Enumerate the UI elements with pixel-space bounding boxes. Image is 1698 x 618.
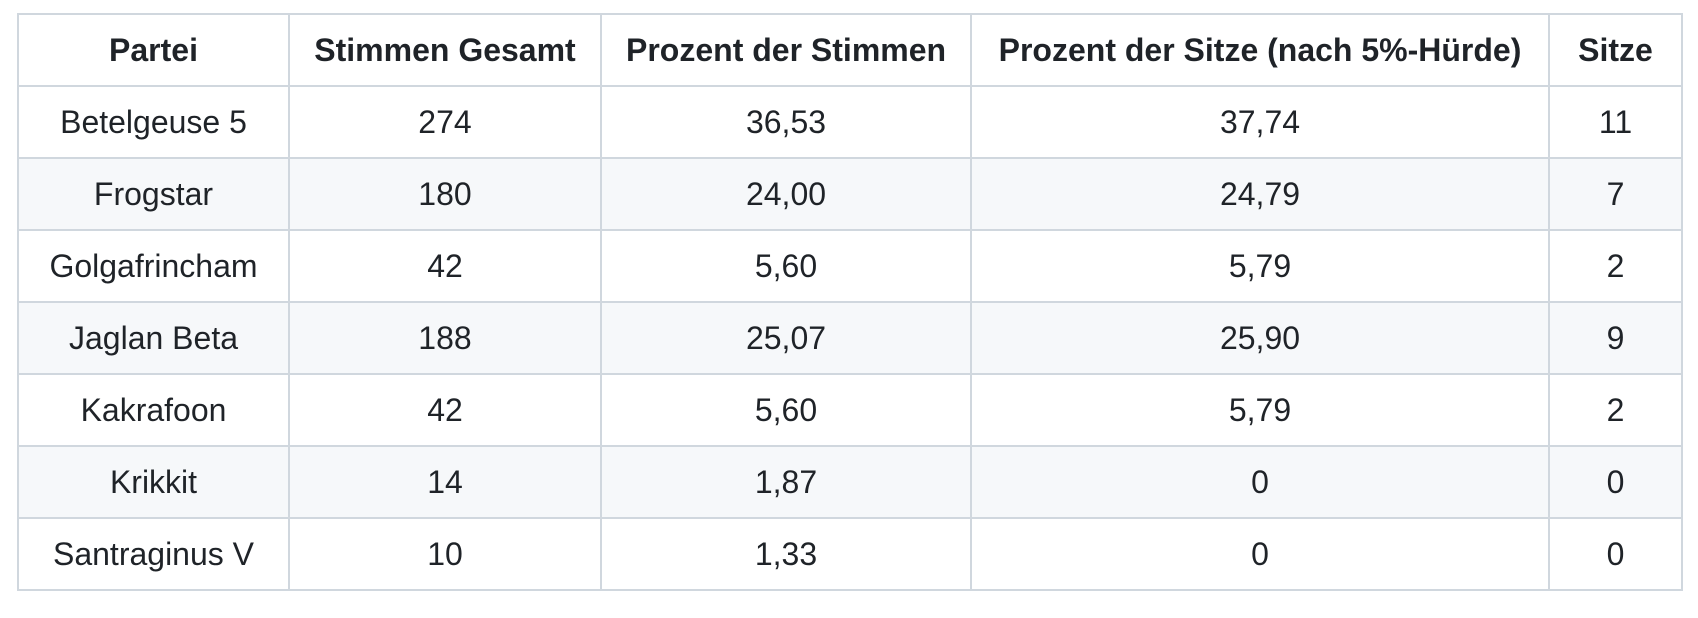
cell-stimmen-gesamt: 274 bbox=[288, 85, 602, 159]
table-row: Krikkit 14 1,87 0 0 bbox=[17, 445, 1683, 519]
column-header-partei: Partei bbox=[17, 13, 290, 87]
cell-stimmen-gesamt: 14 bbox=[288, 445, 602, 519]
cell-prozent-sitze: 24,79 bbox=[970, 157, 1550, 231]
cell-partei: Frogstar bbox=[17, 157, 290, 231]
election-results-table: Partei Stimmen Gesamt Prozent der Stimmen P… bbox=[17, 13, 1683, 591]
cell-prozent-sitze: 37,74 bbox=[970, 85, 1550, 159]
table-row: Jaglan Beta 188 25,07 25,90 9 bbox=[17, 301, 1683, 375]
cell-sitze: 2 bbox=[1548, 373, 1683, 447]
table-row: Betelgeuse 5 274 36,53 37,74 11 bbox=[17, 85, 1683, 159]
table-row: Kakrafoon 42 5,60 5,79 2 bbox=[17, 373, 1683, 447]
cell-partei: Krikkit bbox=[17, 445, 290, 519]
column-header-prozent-sitze: Prozent der Sitze (nach 5%-Hürde) bbox=[970, 13, 1550, 87]
cell-partei: Golgafrincham bbox=[17, 229, 290, 303]
cell-sitze: 7 bbox=[1548, 157, 1683, 231]
column-header-stimmen-gesamt: Stimmen Gesamt bbox=[288, 13, 602, 87]
cell-stimmen-gesamt: 42 bbox=[288, 373, 602, 447]
table-row: Golgafrincham 42 5,60 5,79 2 bbox=[17, 229, 1683, 303]
cell-sitze: 0 bbox=[1548, 445, 1683, 519]
page-content: Partei Stimmen Gesamt Prozent der Stimmen P… bbox=[17, 13, 1683, 591]
cell-prozent-stimmen: 5,60 bbox=[600, 229, 972, 303]
cell-prozent-sitze: 25,90 bbox=[970, 301, 1550, 375]
cell-sitze: 9 bbox=[1548, 301, 1683, 375]
cell-prozent-sitze: 0 bbox=[970, 445, 1550, 519]
cell-stimmen-gesamt: 42 bbox=[288, 229, 602, 303]
column-header-prozent-stimmen: Prozent der Stimmen bbox=[600, 13, 972, 87]
cell-prozent-stimmen: 36,53 bbox=[600, 85, 972, 159]
cell-stimmen-gesamt: 180 bbox=[288, 157, 602, 231]
table-body: Betelgeuse 5 274 36,53 37,74 11 Frogstar 180 24… bbox=[17, 85, 1683, 591]
cell-prozent-sitze: 5,79 bbox=[970, 229, 1550, 303]
cell-prozent-stimmen: 1,87 bbox=[600, 445, 972, 519]
table-header: Partei Stimmen Gesamt Prozent der Stimmen P… bbox=[17, 13, 1683, 87]
cell-prozent-sitze: 0 bbox=[970, 517, 1550, 591]
cell-partei: Jaglan Beta bbox=[17, 301, 290, 375]
cell-sitze: 0 bbox=[1548, 517, 1683, 591]
table-header-row: Partei Stimmen Gesamt Prozent der Stimmen P… bbox=[17, 13, 1683, 87]
cell-sitze: 2 bbox=[1548, 229, 1683, 303]
cell-prozent-stimmen: 25,07 bbox=[600, 301, 972, 375]
column-header-sitze: Sitze bbox=[1548, 13, 1683, 87]
cell-stimmen-gesamt: 10 bbox=[288, 517, 602, 591]
cell-prozent-sitze: 5,79 bbox=[970, 373, 1550, 447]
table-row: Frogstar 180 24,00 24,79 7 bbox=[17, 157, 1683, 231]
cell-prozent-stimmen: 1,33 bbox=[600, 517, 972, 591]
cell-sitze: 11 bbox=[1548, 85, 1683, 159]
cell-stimmen-gesamt: 188 bbox=[288, 301, 602, 375]
table-row: Santraginus V 10 1,33 0 0 bbox=[17, 517, 1683, 591]
cell-partei: Betelgeuse 5 bbox=[17, 85, 290, 159]
cell-prozent-stimmen: 24,00 bbox=[600, 157, 972, 231]
cell-prozent-stimmen: 5,60 bbox=[600, 373, 972, 447]
cell-partei: Kakrafoon bbox=[17, 373, 290, 447]
cell-partei: Santraginus V bbox=[17, 517, 290, 591]
